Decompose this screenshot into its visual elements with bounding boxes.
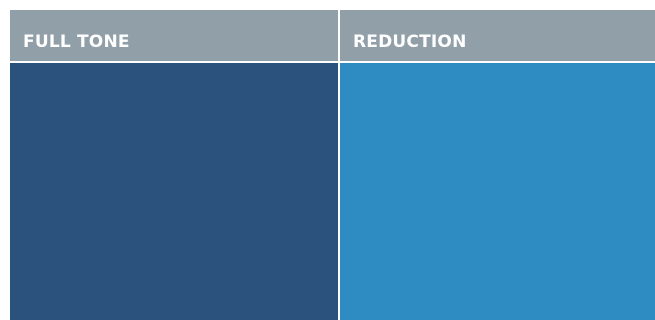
- column-header-label: FULL TONE: [23, 31, 130, 52]
- column-header-label: REDUCTION: [353, 31, 467, 52]
- color-swatch-table: FULL TONE REDUCTION: [10, 10, 655, 320]
- column-divider: [338, 63, 340, 320]
- column-header-reduction: REDUCTION: [340, 10, 655, 61]
- column-divider: [338, 10, 340, 61]
- column-header-full-tone: FULL TONE: [10, 10, 338, 61]
- full-tone-color-swatch: [10, 63, 338, 320]
- reduction-color-swatch: [340, 63, 655, 320]
- header-divider: [10, 61, 655, 63]
